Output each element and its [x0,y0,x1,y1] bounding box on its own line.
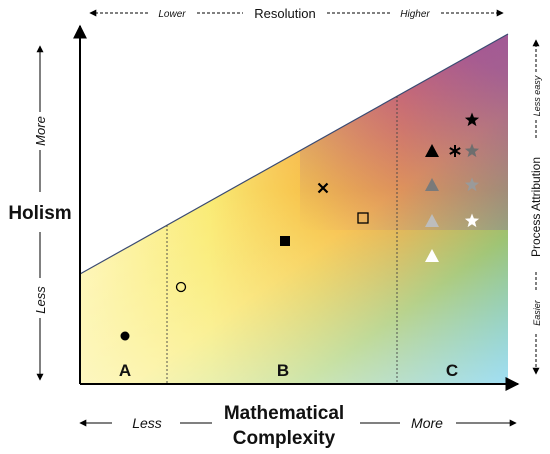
star-gray-marker [464,177,480,192]
resolution-lower-label: Lower [158,9,186,20]
complexity-more-label: More [411,415,443,431]
triangle-white-marker [425,249,439,262]
triangle-light-gray-marker [425,214,439,227]
open-square-marker [357,212,369,224]
marker-layer [120,112,480,341]
gradient-wedge [80,34,508,384]
holism-less-label: Less [33,286,48,314]
filled-square-marker [280,236,290,246]
complexity-title-line1: Mathematical [224,403,344,424]
complexity-less-label: Less [132,415,162,431]
holism-title: Holism [8,203,71,224]
cross-marker [317,182,329,194]
filled-circle-marker [120,331,130,341]
process-less-easy-label: Less easy [532,75,542,116]
zone-c-label: C [446,361,458,380]
process-easier-label: Easier [532,299,542,326]
star-dark-gray-marker [464,143,480,158]
resolution-title: Resolution [254,6,315,21]
triangle-dark-gray-marker [425,178,439,191]
complexity-title-line2: Complexity [233,428,336,449]
asterisk-marker [449,145,461,157]
process-attribution-title: Process Attribution [529,157,543,257]
zone-b-label: B [277,361,289,380]
star-black-marker [464,112,480,127]
holism-more-label: More [33,116,48,146]
wedge-top-edge [79,33,509,275]
triangle-black-marker [425,144,439,157]
resolution-higher-label: Higher [400,9,430,20]
star-white-marker [464,213,480,228]
open-circle-marker [175,281,187,293]
zone-a-label: A [119,361,131,380]
